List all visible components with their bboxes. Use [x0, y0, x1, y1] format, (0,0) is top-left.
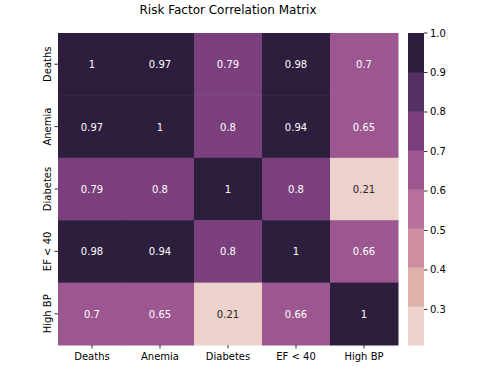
cell-label: 0.97: [149, 59, 171, 70]
y-tick-label: Anemia: [42, 108, 53, 146]
cell-label: 1: [361, 309, 367, 320]
heatmap-cell: [194, 95, 263, 158]
colorbar-band: [408, 228, 424, 268]
cell-label: 1: [157, 122, 163, 133]
colorbar: [408, 33, 424, 346]
heatmap-cell: [330, 220, 399, 283]
cell-label: 0.98: [81, 246, 103, 257]
heatmap-cell: [330, 283, 399, 346]
colorbar-tick: [424, 111, 428, 112]
heatmap-cell: [262, 95, 331, 158]
heatmap-cell: [126, 95, 195, 158]
colorbar-band: [408, 150, 424, 190]
cell-label: 0.21: [217, 309, 239, 320]
colorbar-band: [408, 306, 424, 346]
colorbar-tick-label: 0.5: [430, 225, 446, 236]
x-tick: [364, 345, 365, 349]
x-tick-label: Anemia: [141, 351, 179, 362]
y-tick-label: High BP: [42, 294, 53, 333]
colorbar-band: [408, 267, 424, 307]
colorbar-tick: [424, 309, 428, 310]
heatmap-cell: [194, 33, 263, 96]
cell-label: 0.79: [81, 184, 103, 195]
y-tick-label: Deaths: [42, 46, 53, 81]
heatmap-cell: [58, 33, 127, 96]
y-tick: [55, 126, 59, 127]
y-tick: [55, 251, 59, 252]
y-tick-label: EF < 40: [42, 232, 53, 272]
colorbar-tick-label: 0.7: [430, 146, 446, 157]
heatmap-cell: [194, 220, 263, 283]
colorbar-tick-label: 0.4: [430, 264, 446, 275]
heatmap-cell: [126, 158, 195, 221]
cell-label: 0.65: [353, 122, 375, 133]
heatmap-cell: [262, 158, 331, 221]
heatmap-cell: [126, 220, 195, 283]
cell-label: 0.7: [356, 59, 372, 70]
colorbar-tick-label: 1.0: [430, 28, 446, 39]
cell-label: 0.7: [84, 309, 100, 320]
heatmap-cell: [262, 33, 331, 96]
cell-label: 0.94: [149, 246, 171, 257]
heatmap-cells: [58, 33, 399, 346]
y-tick: [55, 64, 59, 65]
cell-label: 0.8: [220, 122, 236, 133]
colorbar-tick: [424, 269, 428, 270]
cell-label: 0.8: [152, 184, 168, 195]
heatmap-cell: [262, 220, 331, 283]
cell-label: 0.21: [353, 184, 375, 195]
x-tick: [160, 345, 161, 349]
y-tick: [55, 313, 59, 314]
colorbar-band: [408, 189, 424, 229]
chart-root: Risk Factor Correlation Matrix 1 0.97 0.79 0…: [0, 0, 500, 383]
cell-label: 0.97: [81, 122, 103, 133]
colorbar-range: [408, 33, 424, 345]
heatmap-cell: [194, 283, 263, 346]
x-tick: [296, 345, 297, 349]
x-tick-label: High BP: [344, 351, 383, 362]
cell-label: 1: [293, 246, 299, 257]
colorbar-tick-label: 0.8: [430, 106, 446, 117]
cell-label: 0.65: [149, 309, 171, 320]
colorbar-band: [408, 72, 424, 112]
x-tick: [228, 345, 229, 349]
cell-label: 0.98: [285, 59, 307, 70]
colorbar-tick: [424, 72, 428, 73]
y-tick-label: Diabetes: [42, 167, 53, 211]
cell-label: 0.8: [288, 184, 304, 195]
heatmap-cell: [330, 158, 399, 221]
heatmap-cell: [126, 33, 195, 96]
x-tick: [92, 345, 93, 349]
heatmap-cell: [194, 158, 263, 221]
heatmap-cell: [58, 95, 127, 158]
colorbar-tick-label: 0.9: [430, 67, 446, 78]
heatmap-cell: [330, 33, 399, 96]
colorbar-band: [408, 111, 424, 151]
heatmap-cell: [58, 220, 127, 283]
heatmap-cell: [58, 158, 127, 221]
colorbar-band: [408, 33, 424, 73]
colorbar-tick: [424, 190, 428, 191]
cell-label: 0.66: [353, 246, 375, 257]
colorbar-tick: [424, 230, 428, 231]
cell-label: 0.94: [285, 122, 307, 133]
heatmap-cell: [262, 283, 331, 346]
heatmap-cell: [58, 283, 127, 346]
cell-label: 0.66: [285, 309, 307, 320]
cell-label: 0.79: [217, 59, 239, 70]
title: Risk Factor Correlation Matrix: [140, 3, 317, 17]
y-tick: [55, 189, 59, 190]
x-tick-label: Diabetes: [206, 351, 250, 362]
x-tick-label: EF < 40: [276, 351, 316, 362]
colorbar-tick-label: 0.3: [430, 304, 446, 315]
colorbar-tick: [424, 33, 428, 34]
heatmap-cell: [330, 95, 399, 158]
x-tick-label: Deaths: [74, 351, 109, 362]
colorbar-tick-label: 0.6: [430, 185, 446, 196]
colorbar-tick: [424, 151, 428, 152]
cell-label: 1: [225, 184, 231, 195]
cell-label: 0.8: [220, 246, 236, 257]
heatmap-cell: [126, 283, 195, 346]
cell-label: 1: [89, 59, 95, 70]
